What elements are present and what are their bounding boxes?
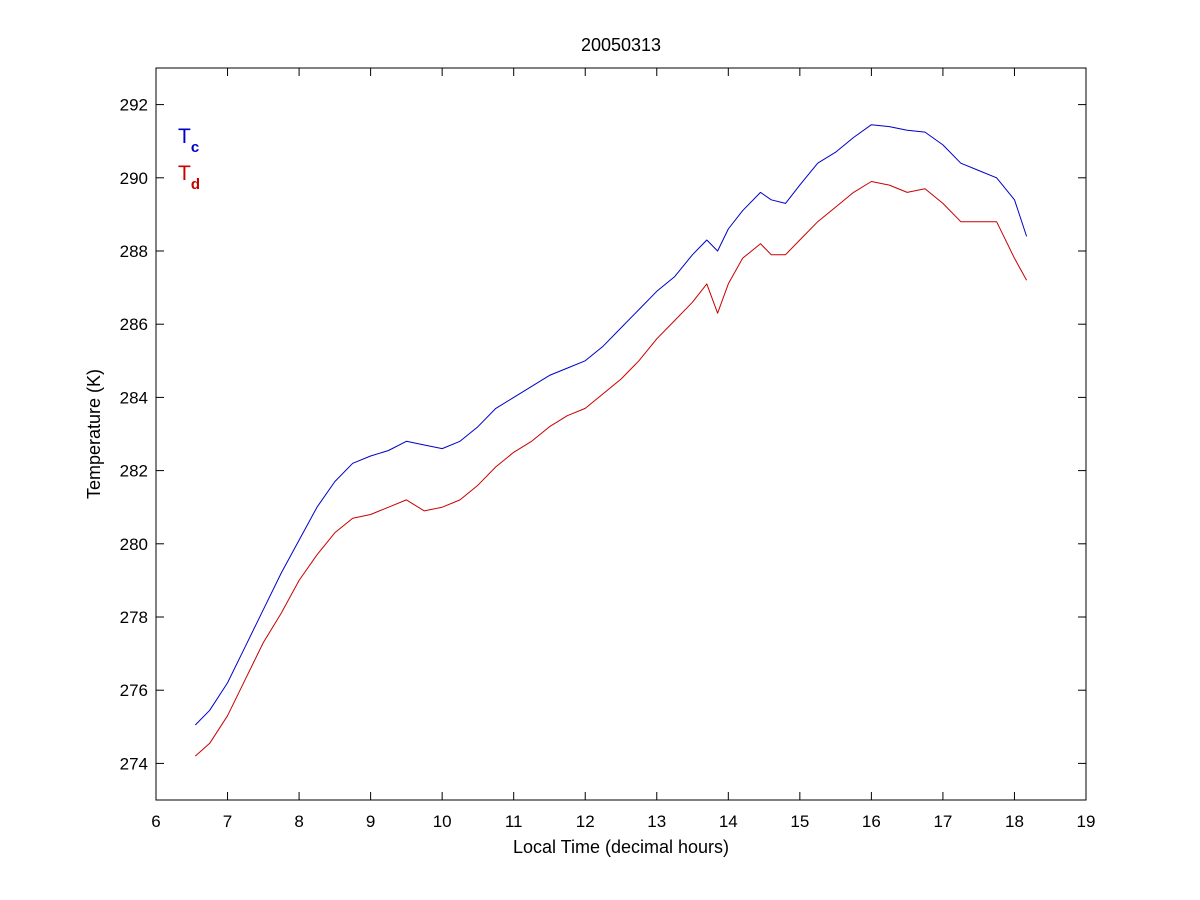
x-tick-label: 7: [223, 812, 232, 831]
y-tick-label: 286: [120, 315, 148, 334]
y-tick-label: 290: [120, 169, 148, 188]
legend-td-main: T: [178, 162, 191, 185]
x-tick-label: 19: [1077, 812, 1096, 831]
y-tick-label: 292: [120, 96, 148, 115]
x-tick-label: 9: [366, 812, 375, 831]
x-tick-label: 15: [790, 812, 809, 831]
x-tick-label: 6: [151, 812, 160, 831]
x-tick-label: 8: [294, 812, 303, 831]
y-tick-label: 276: [120, 681, 148, 700]
y-axis-label: Temperature (K): [84, 369, 104, 499]
x-tick-label: 13: [647, 812, 666, 831]
legend-tc-sub: c: [191, 139, 199, 156]
axis-ticks: 6 7 8 9 10 11 12 13 14 15 16 17 18 19 274 276 278 280 282 2…: [120, 68, 1096, 831]
legend-tc-main: T: [178, 125, 191, 148]
y-tick-label: 278: [120, 608, 148, 627]
series-line-tc: [194, 124, 1028, 726]
x-tick-label: 17: [933, 812, 952, 831]
x-tick-label: 14: [719, 812, 738, 831]
y-tick-label: 282: [120, 462, 148, 481]
series-line-td: [194, 181, 1028, 757]
y-tick-label: 280: [120, 535, 148, 554]
x-tick-label: 12: [576, 812, 595, 831]
chart-title: 20050313: [581, 35, 661, 55]
y-tick-label: 284: [120, 388, 148, 407]
x-tick-label: 18: [1005, 812, 1024, 831]
x-tick-label: 10: [433, 812, 452, 831]
series-group: [194, 124, 1028, 757]
plot-area: [155, 67, 1087, 801]
x-tick-label: 11: [505, 812, 523, 831]
y-tick-label: 274: [120, 754, 148, 773]
y-tick-label: 288: [120, 242, 148, 261]
legend-entry-tc: Tc: [178, 125, 199, 156]
x-tick-label: 16: [862, 812, 881, 831]
legend-entry-td: Td: [178, 162, 200, 193]
legend-td-sub: d: [191, 176, 200, 193]
x-axis-label: Local Time (decimal hours): [513, 837, 729, 857]
legend: Tc Td: [178, 125, 200, 193]
